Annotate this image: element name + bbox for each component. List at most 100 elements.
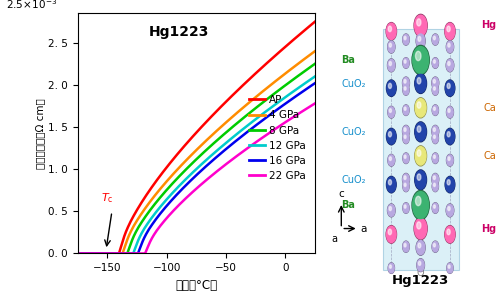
Circle shape [432,181,438,192]
Text: a: a [360,224,366,234]
4 GPa [312,49,318,53]
16 GPa [136,250,141,254]
AP [182,144,188,147]
Circle shape [447,155,453,166]
Circle shape [445,23,455,40]
16 GPa [214,154,220,158]
Circle shape [403,78,409,88]
Circle shape [404,176,406,180]
Circle shape [416,74,426,93]
Circle shape [416,123,426,141]
Circle shape [432,174,438,185]
Circle shape [403,58,409,68]
Circle shape [386,226,396,243]
Circle shape [446,59,454,71]
Text: c: c [338,189,344,199]
Circle shape [448,62,450,66]
Circle shape [432,85,438,95]
Circle shape [416,196,421,206]
Circle shape [403,174,409,185]
Text: CuO₂: CuO₂ [342,175,366,185]
Circle shape [404,128,406,132]
Circle shape [403,153,409,163]
12 GPa [214,148,220,152]
Circle shape [402,34,409,45]
Circle shape [388,59,395,71]
Circle shape [446,41,454,53]
Line: 22 GPa: 22 GPa [78,103,315,253]
Circle shape [389,62,392,66]
Line: 12 GPa: 12 GPa [78,76,315,253]
Circle shape [403,105,409,115]
Circle shape [432,153,438,163]
Text: Ca: Ca [484,151,496,161]
Circle shape [434,87,436,90]
Circle shape [447,107,453,117]
Circle shape [432,133,438,144]
Circle shape [386,23,396,40]
Circle shape [404,205,406,208]
Circle shape [432,181,438,191]
Circle shape [433,176,436,180]
Text: Hg: Hg [482,224,496,234]
22 GPa [233,155,239,158]
Circle shape [388,132,392,137]
Circle shape [432,241,438,252]
Circle shape [445,128,455,145]
Circle shape [447,229,450,235]
AP [312,20,318,23]
Circle shape [404,79,406,83]
8 GPa [182,169,188,172]
16 GPa [116,252,122,255]
Circle shape [417,78,421,84]
Circle shape [434,155,436,159]
Circle shape [388,41,395,53]
Circle shape [388,229,392,235]
Line: 4 GPa: 4 GPa [78,51,315,253]
22 GPa [136,252,141,255]
Circle shape [434,36,436,40]
Line: 8 GPa: 8 GPa [78,64,315,253]
Text: Ca: Ca [484,103,496,113]
AP [136,206,141,209]
Circle shape [432,35,438,45]
Circle shape [446,106,454,118]
4 GPa [116,252,122,255]
Circle shape [447,263,453,273]
Circle shape [415,74,426,93]
12 GPa [74,252,80,255]
8 GPa [116,252,122,255]
Circle shape [412,47,428,74]
Circle shape [412,190,430,220]
Circle shape [448,265,450,268]
Text: O: O [417,25,424,35]
Circle shape [403,203,409,213]
Circle shape [388,205,395,216]
Circle shape [432,58,438,68]
Text: CuO₂: CuO₂ [342,79,366,88]
Circle shape [447,83,450,88]
AP [254,71,260,74]
AP [74,252,80,255]
Circle shape [447,263,453,273]
Circle shape [402,125,409,137]
8 GPa [74,252,80,255]
Circle shape [418,261,421,265]
Circle shape [388,263,394,273]
Circle shape [417,102,421,108]
22 GPa [214,169,220,173]
Circle shape [415,98,426,118]
Circle shape [448,109,450,113]
Circle shape [448,43,450,47]
Legend: AP, 4 GPa, 8 GPa, 12 GPa, 16 GPa, 22 GPa: AP, 4 GPa, 8 GPa, 12 GPa, 16 GPa, 22 GPa [245,91,310,185]
Circle shape [433,79,436,83]
Circle shape [432,242,438,252]
Circle shape [434,135,436,139]
Circle shape [404,183,406,187]
Circle shape [446,129,454,144]
Circle shape [432,173,439,185]
Circle shape [388,155,394,166]
Circle shape [388,107,394,117]
Circle shape [432,203,438,213]
22 GPa [74,252,80,255]
